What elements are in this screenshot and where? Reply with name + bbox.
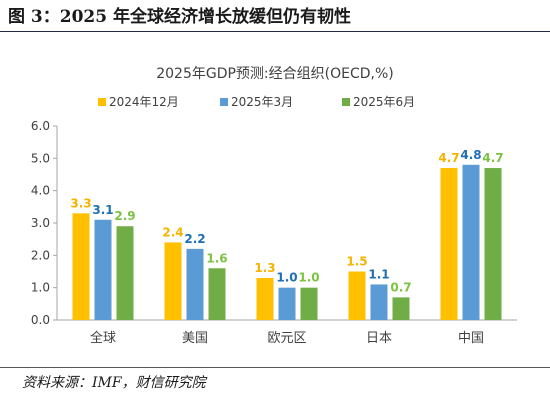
y-tick-label: 3.0: [31, 216, 50, 230]
data-label: 4.8: [460, 148, 481, 162]
y-tick-label: 1.0: [31, 281, 50, 295]
x-tick-label: 全球: [90, 330, 116, 346]
bars: [72, 164, 502, 320]
data-label: 1.1: [368, 267, 389, 281]
bar: [94, 219, 112, 320]
data-label: 1.0: [298, 271, 319, 285]
data-label: 4.7: [438, 151, 459, 165]
data-label: 2.9: [114, 209, 135, 223]
bar: [256, 277, 274, 320]
bar: [278, 287, 296, 320]
bar-chart: 2025年GDP预测:经合组织(OECD,%) 2024年12月 2025年3月 2…: [31, 66, 517, 346]
bar: [186, 248, 204, 320]
x-tick-label: 欧元区: [267, 331, 306, 346]
legend: 2024年12月 2025年3月 2025年6月: [98, 95, 415, 109]
footer-divider: [0, 367, 550, 368]
legend-swatch-0: [98, 98, 106, 106]
bar: [484, 168, 502, 320]
legend-label-1: 2025年3月: [231, 95, 293, 109]
legend-swatch-2: [342, 98, 350, 106]
bar: [348, 271, 366, 320]
y-tick-label: 4.0: [31, 184, 50, 198]
title-divider: [0, 31, 550, 32]
data-label: 1.5: [346, 255, 367, 269]
bar: [440, 168, 458, 320]
data-label: 2.4: [162, 225, 183, 239]
data-label: 1.0: [276, 271, 297, 285]
legend-label-2: 2025年6月: [353, 95, 415, 109]
data-label: 1.3: [254, 261, 275, 275]
bar: [164, 242, 182, 320]
data-label: 4.7: [482, 151, 503, 165]
x-tick-label: 中国: [458, 331, 484, 346]
legend-swatch-1: [220, 98, 228, 106]
data-labels: 3.3 3.1 2.92.4 2.21.61.31.0 1.01.51.10.74.7 4…: [70, 148, 503, 295]
bar: [208, 268, 226, 320]
figure-title: 图 3：2025 年全球经济增长放缓但仍有韧性: [8, 7, 351, 27]
legend-label-0: 2024年12月: [109, 95, 179, 109]
chart-title: 2025年GDP预测:经合组织(OECD,%): [156, 66, 394, 82]
source-note: 资料来源：IMF，财信研究院: [22, 375, 206, 391]
y-tick-label: 2.0: [31, 248, 50, 262]
bar: [370, 284, 388, 320]
data-label: 1.6: [206, 251, 227, 265]
x-tick-label: 日本: [366, 331, 392, 346]
bar: [300, 287, 318, 320]
x-tick-label: 美国: [182, 331, 208, 346]
data-label: 0.7: [390, 280, 411, 294]
chart: 2025年GDP预测:经合组织(OECD,%) 2024年12月 2025年3月 2…: [0, 34, 550, 364]
bar: [72, 213, 90, 320]
y-tick-label: 5.0: [31, 151, 50, 165]
data-label: 3.3: [70, 196, 91, 210]
y-tick-label: 0.0: [31, 313, 50, 327]
bar: [392, 297, 410, 320]
bar: [462, 164, 480, 320]
bar: [116, 226, 134, 320]
y-axis: 0.0 1.0 2.0 3.0 4.0 5.0 6.0: [31, 119, 58, 327]
y-tick-label: 6.0: [31, 119, 50, 133]
x-axis: 全球 美国 欧元区 日本 中国: [57, 319, 517, 346]
data-label: 2.2: [184, 232, 205, 246]
data-label: 3.1: [92, 203, 113, 217]
